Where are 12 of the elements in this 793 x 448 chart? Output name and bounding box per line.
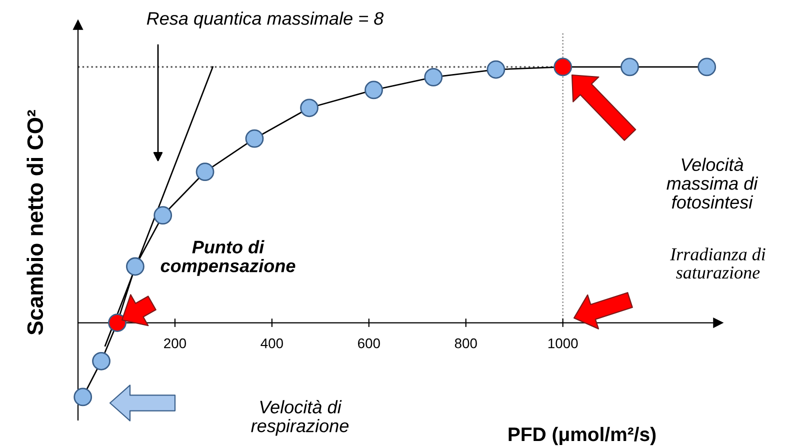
x-tick-label: 800 [454,338,477,348]
annotation: Irradianza di saturazione [670,248,766,279]
x-tick-label: 600 [358,338,380,348]
annotation: Velocità massima di fotosintesi [666,158,758,209]
text: Velocità di respirazione [251,400,349,436]
text: Resa quantica massimale = 8 [146,12,384,28]
x-axis-title: PFD (μmol/m²/s) [508,426,656,446]
x-tick-label: 200 [164,338,186,348]
y-axis-title: Scambio netto di CO² [26,110,44,335]
x-tick-label: 400 [260,338,283,348]
x-tick-label: 1000 [548,338,578,348]
annotation: Punto di compensazione [160,240,296,276]
